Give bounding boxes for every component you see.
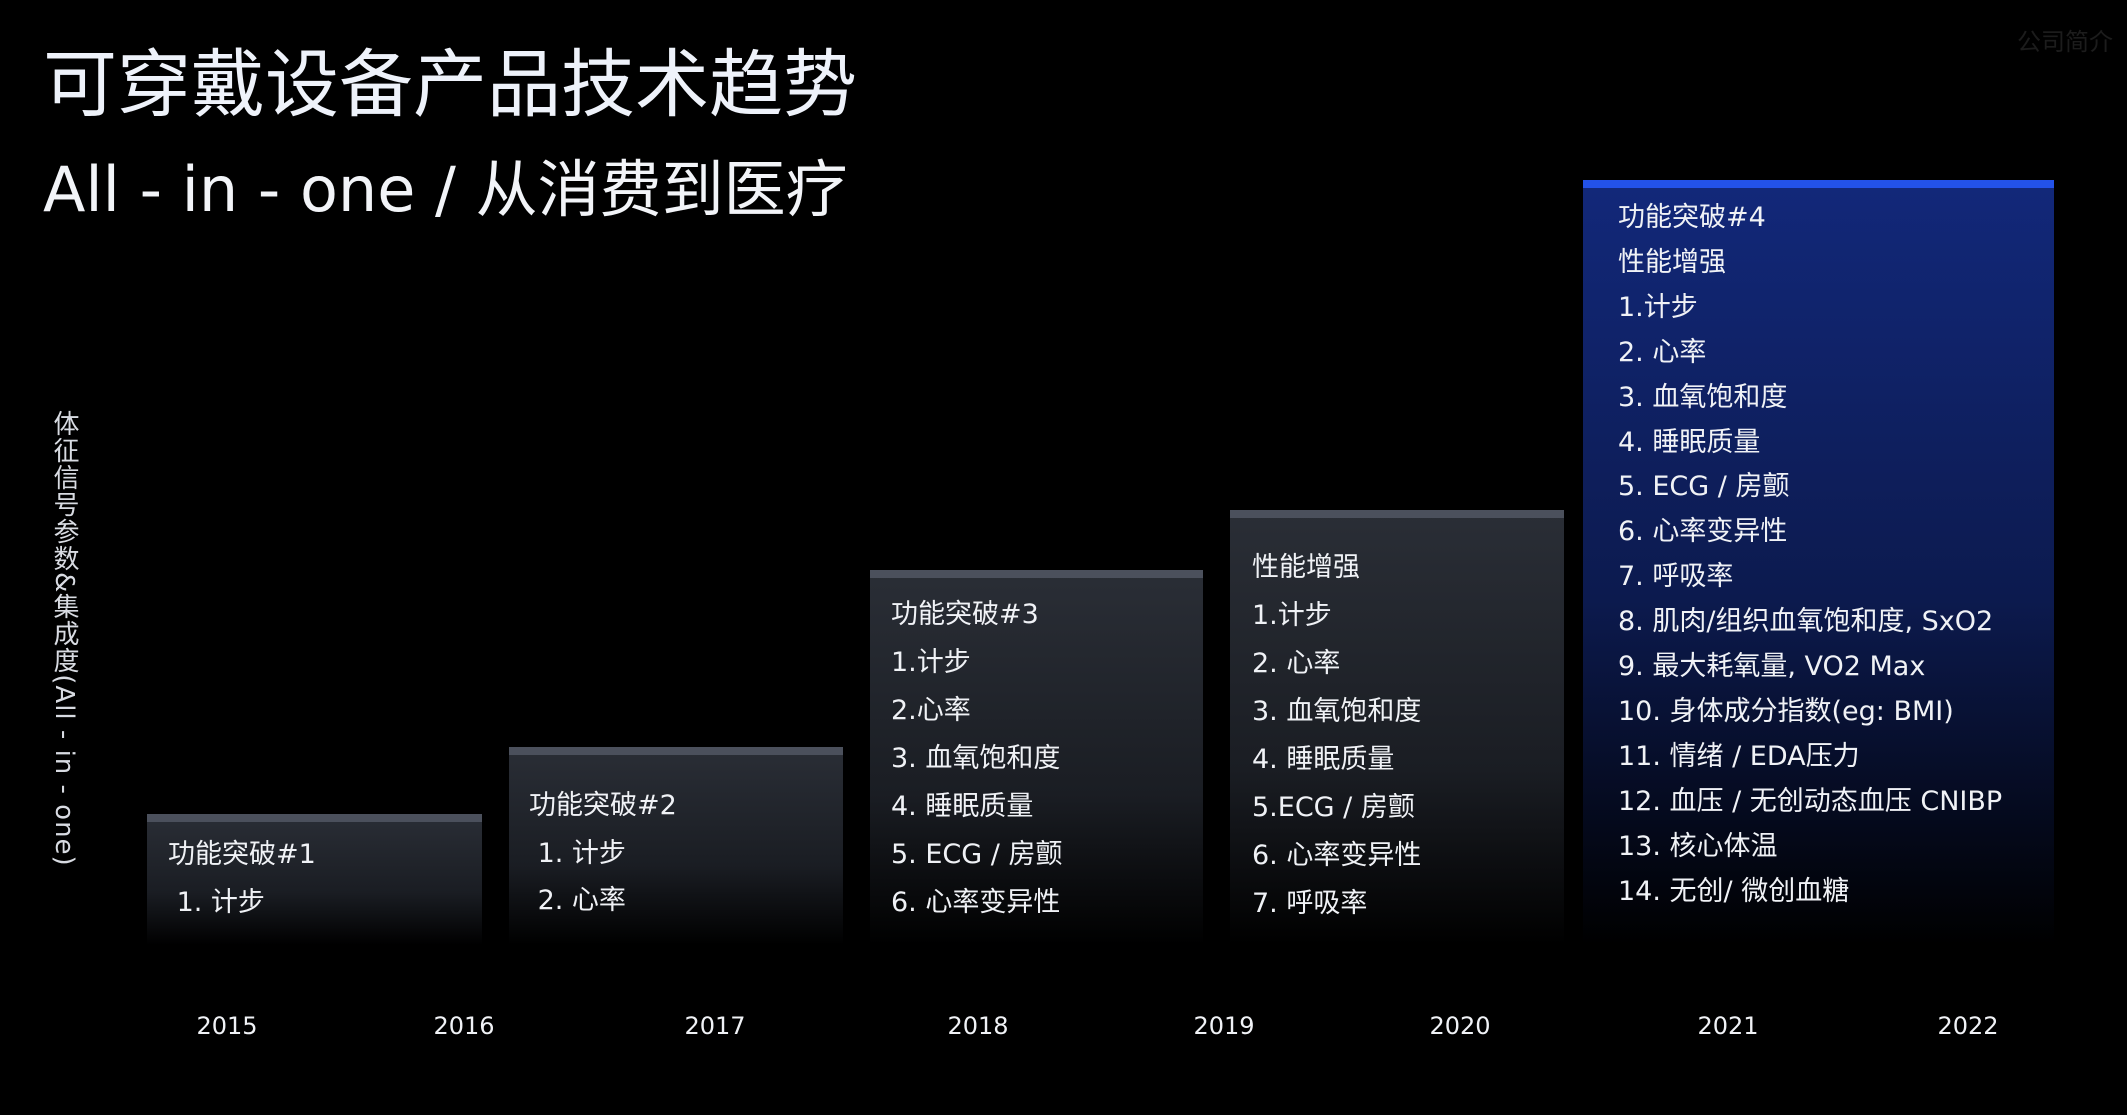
step-top-bar: [509, 747, 843, 755]
step-item: 功能突破#4: [1618, 202, 1766, 233]
step-block: [147, 814, 482, 945]
step-item: 5. ECG / 房颤: [891, 839, 1063, 870]
step-item: 5. ECG / 房颤: [1618, 471, 1790, 503]
step-item: 1. 计步: [529, 837, 626, 869]
year-label: 2015: [196, 1012, 258, 1040]
year-label: 2022: [1937, 1012, 1999, 1040]
step-item: 9. 最大耗氧量, VO2 Max: [1618, 651, 1926, 682]
subtitle: All - in - one / 从消费到医疗: [43, 153, 848, 226]
step-item: 4. 睡眠质量: [1252, 744, 1395, 775]
step-item: 3. 血氧饱和度: [1252, 696, 1422, 727]
axis-label: 体征信号参数&集成度(All - in - one): [49, 410, 79, 867]
step-item: 3. 血氧饱和度: [1618, 381, 1788, 413]
step-block: [1230, 510, 1564, 945]
year-label: 2017: [684, 1012, 746, 1040]
step-item: 6. 心率变异性: [1252, 840, 1422, 871]
year-label: 2021: [1697, 1012, 1759, 1040]
step-item: 5.ECG / 房颤: [1252, 792, 1415, 823]
step-item: 功能突破#1: [168, 839, 316, 870]
step-block: [1583, 180, 2054, 945]
step-item: 功能突破#3: [891, 599, 1039, 630]
year-label: 2016: [433, 1012, 495, 1040]
step-item: 11. 情绪 / EDA压力: [1618, 740, 1860, 772]
step-item: 6. 心率变异性: [1618, 516, 1788, 548]
step-block: [870, 570, 1203, 945]
step-item: 6. 心率变异性: [891, 887, 1061, 918]
step-item: 10. 身体成分指数(eg: BMI): [1618, 695, 1954, 727]
step-item: 14. 无创/ 微创血糖: [1618, 875, 1850, 907]
year-label: 2018: [947, 1012, 1009, 1040]
step-top-bar: [1230, 510, 1564, 518]
step-item: 性能增强: [1618, 246, 1726, 278]
step-item: 12. 血压 / 无创动态血压 CNIBP: [1618, 785, 2003, 817]
step-item: 7. 呼吸率: [1618, 561, 1734, 593]
step-item: 4. 睡眠质量: [1618, 426, 1761, 458]
step-item: 2. 心率: [529, 885, 626, 916]
step-item: 性能增强: [1252, 552, 1360, 583]
step-item: 2. 心率: [1252, 648, 1341, 679]
step-item: 功能突破#2: [529, 790, 677, 821]
year-label: 2019: [1193, 1012, 1255, 1040]
step-block: [509, 747, 843, 945]
step-item: 2.心率: [891, 695, 971, 726]
step-item: 1. 计步: [168, 886, 265, 918]
step-item: 4. 睡眠质量: [891, 791, 1034, 822]
watermark: 公司简介: [2017, 28, 2113, 56]
step-top-bar: [870, 570, 1203, 578]
step-item: 13. 核心体温: [1618, 830, 1778, 862]
step-top-bar: [147, 814, 482, 822]
year-label: 2020: [1429, 1012, 1491, 1040]
step-item: 1.计步: [1618, 291, 1698, 323]
step-item: 7. 呼吸率: [1252, 888, 1368, 919]
step-item: 1.计步: [891, 647, 971, 678]
title: 可穿戴设备产品技术趋势: [43, 42, 857, 128]
step-item: 2. 心率: [1618, 336, 1707, 368]
step-item: 1.计步: [1252, 600, 1332, 631]
step-top-bar: [1583, 180, 2054, 188]
step-item: 3. 血氧饱和度: [891, 743, 1061, 774]
step-item: 8. 肌肉/组织血氧饱和度, SxO2: [1618, 606, 1994, 638]
